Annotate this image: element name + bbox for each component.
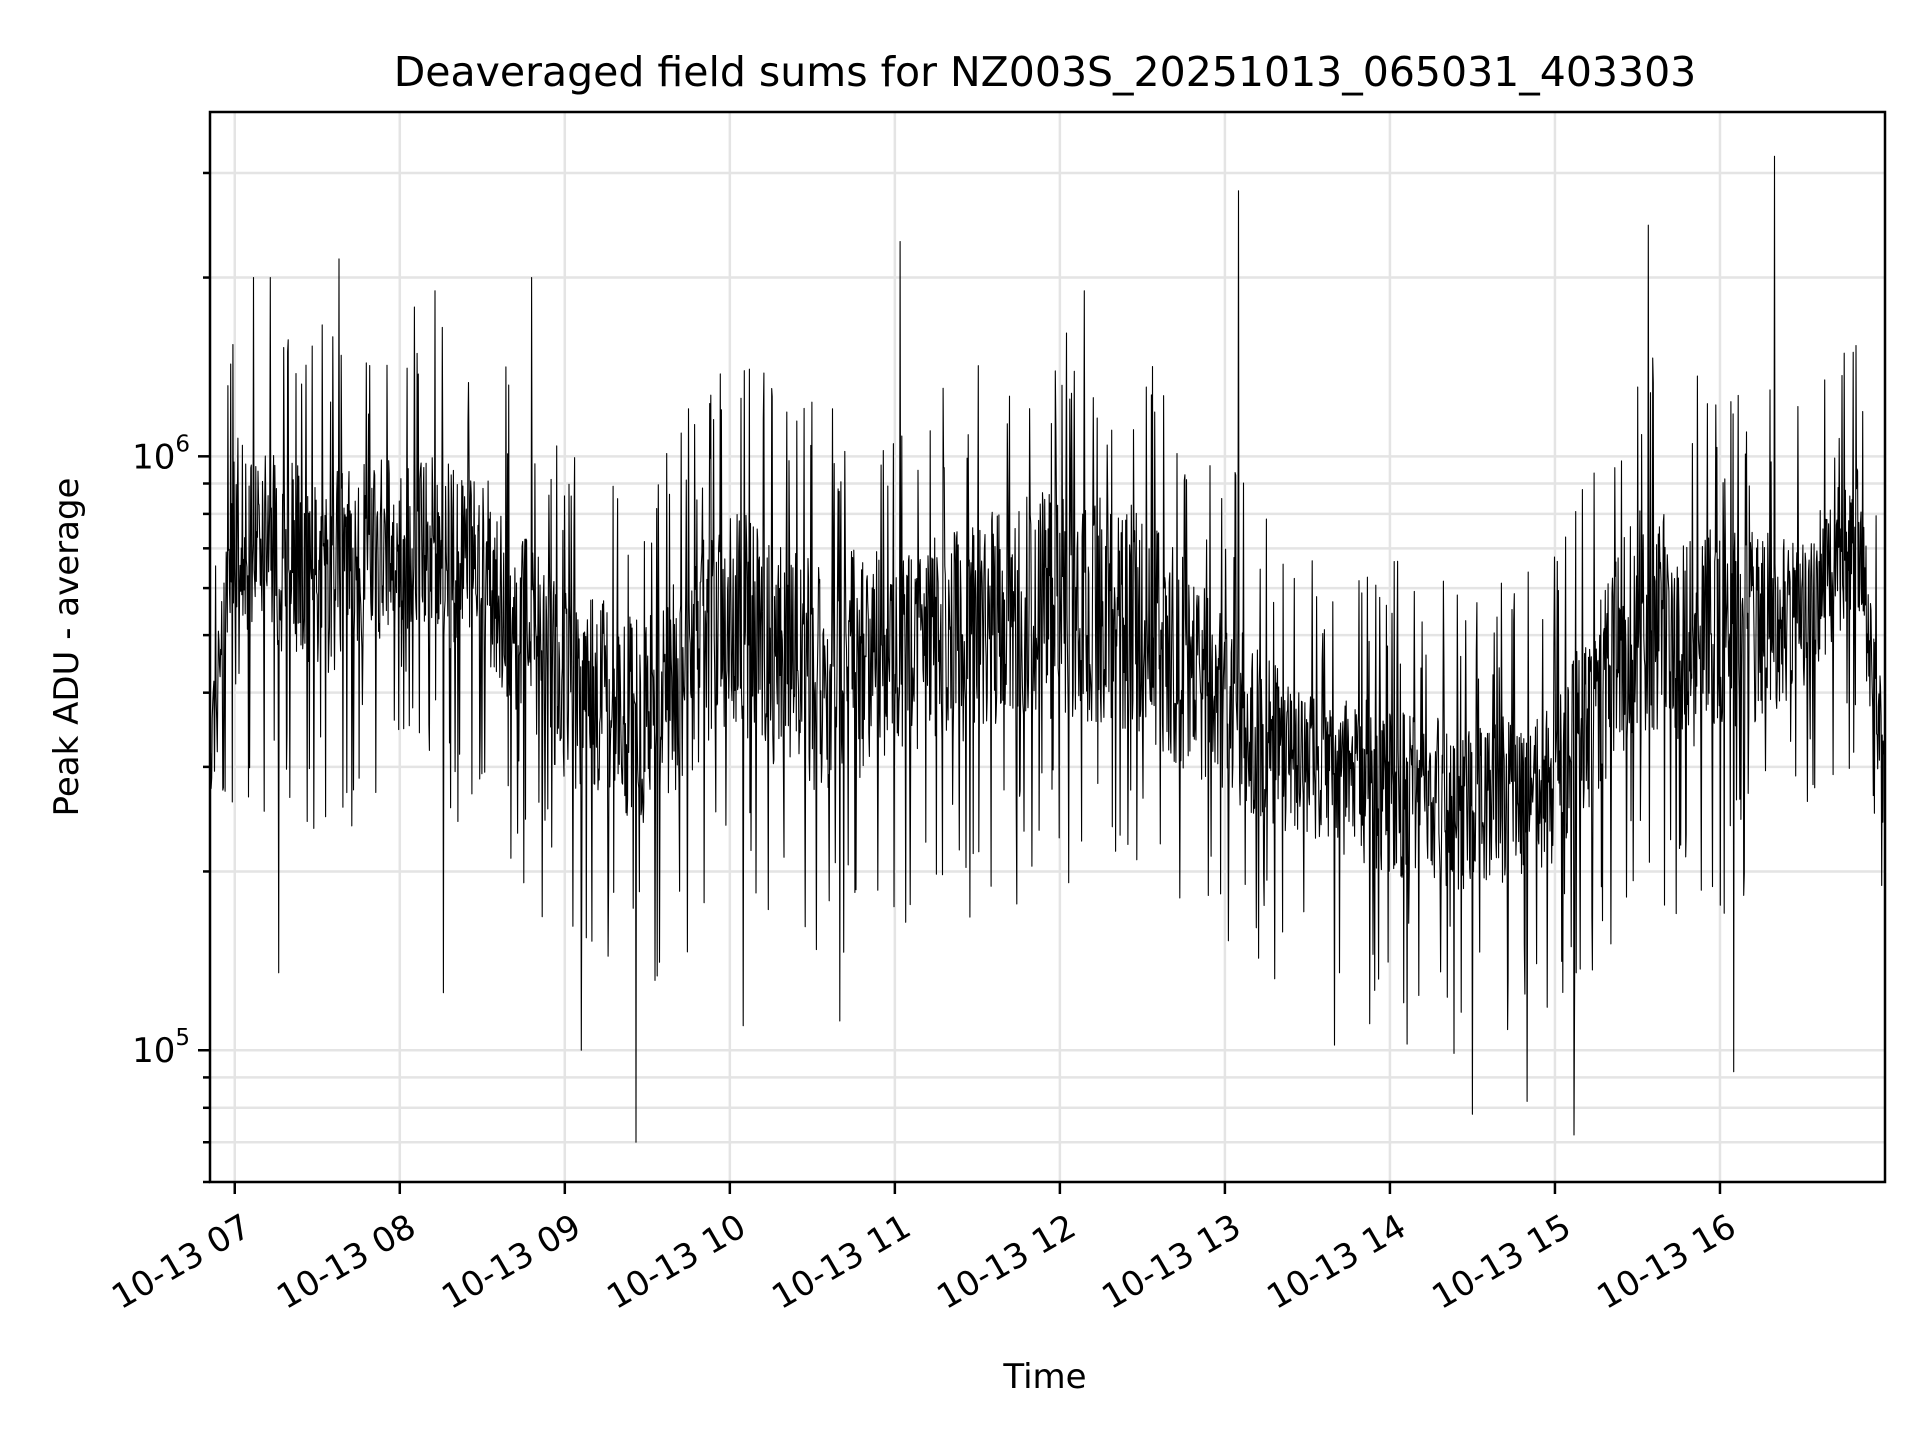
y-tick-label: 106 <box>132 431 190 477</box>
y-axis: 105 106 <box>132 171 210 1184</box>
x-tick-label: 10-13 15 <box>1425 1207 1577 1318</box>
x-tick-label: 10-13 07 <box>105 1207 257 1318</box>
x-tick-label: 10-13 14 <box>1260 1207 1412 1318</box>
x-tick-label: 10-13 08 <box>270 1207 422 1318</box>
x-tick-label: 10-13 16 <box>1590 1207 1742 1318</box>
x-axis: 10-13 07 10-13 08 10-13 09 10-13 10 10-13 11… <box>105 1182 1743 1318</box>
x-axis-label: Time <box>1002 1357 1086 1397</box>
plot-area <box>209 155 1886 1143</box>
x-tick-label: 10-13 10 <box>600 1207 752 1318</box>
y-tick-label: 105 <box>132 1025 190 1071</box>
x-tick-label: 10-13 11 <box>765 1207 917 1318</box>
x-tick-label: 10-13 13 <box>1095 1207 1247 1318</box>
x-tick-label: 10-13 09 <box>435 1207 587 1318</box>
chart-title: Deaveraged field sums for NZ003S_2025101… <box>394 48 1697 96</box>
series-line <box>209 155 1886 1143</box>
grid <box>210 112 1885 1184</box>
x-tick-label: 10-13 12 <box>930 1207 1082 1318</box>
y-axis-label: Peak ADU - average <box>47 478 87 817</box>
axes-frame <box>208 110 1887 1184</box>
